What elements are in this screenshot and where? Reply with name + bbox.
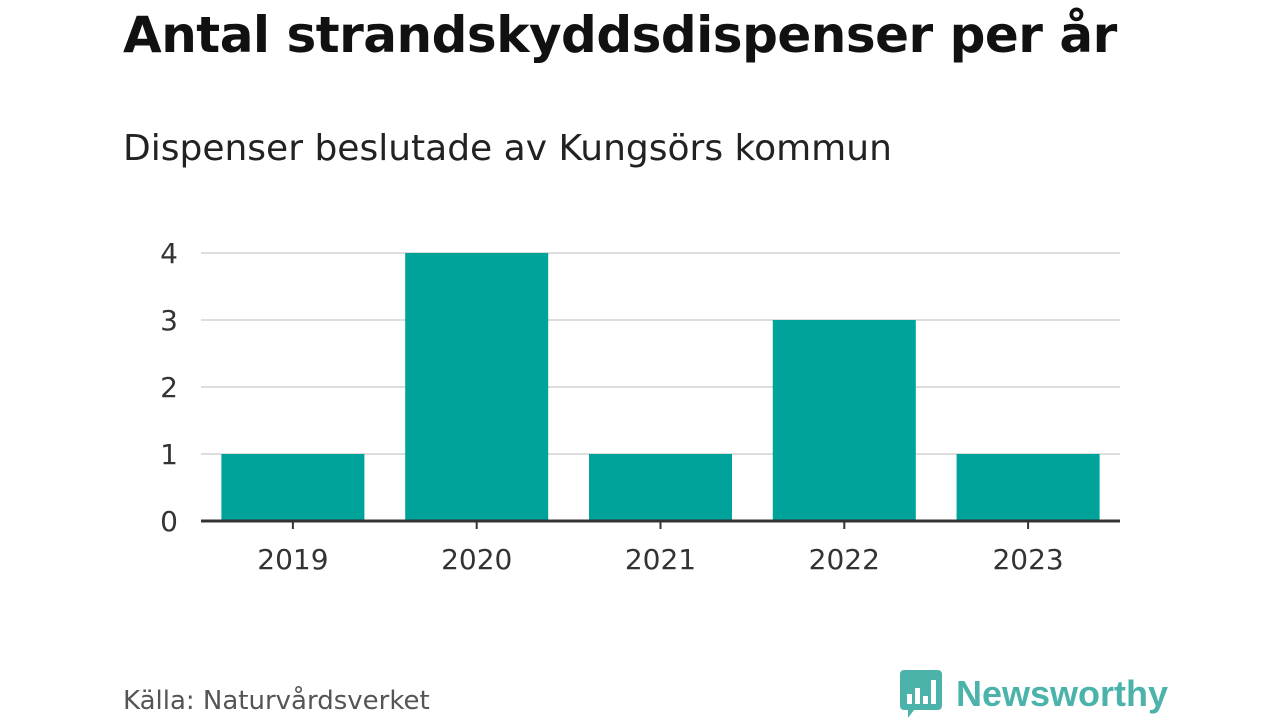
logo-text: Newsworthy [956, 673, 1169, 714]
bar [956, 454, 1100, 521]
bar [589, 454, 732, 521]
bar [405, 253, 549, 521]
x-tick-label: 2022 [809, 543, 880, 576]
source-note: Källa: Naturvårdsverket [123, 686, 430, 716]
y-tick-label: 1 [160, 438, 178, 471]
newsworthy-bar-chart-icon [900, 670, 942, 718]
newsworthy-logo: Newsworthy [900, 668, 1168, 720]
bar [221, 454, 365, 521]
y-tick-label: 0 [160, 505, 178, 538]
y-tick-label: 2 [160, 371, 178, 404]
chart-title: Antal strandskyddsdispenser per år [123, 6, 1117, 64]
y-tick-label: 3 [160, 304, 178, 337]
x-tick-label: 2020 [441, 543, 512, 576]
y-tick-label: 4 [160, 237, 178, 270]
chart-subtitle: Dispenser beslutade av Kungsörs kommun [123, 128, 892, 169]
x-tick-label: 2023 [992, 543, 1063, 576]
x-tick-label: 2021 [625, 543, 696, 576]
x-tick-label: 2019 [257, 543, 328, 576]
bar [772, 320, 916, 521]
